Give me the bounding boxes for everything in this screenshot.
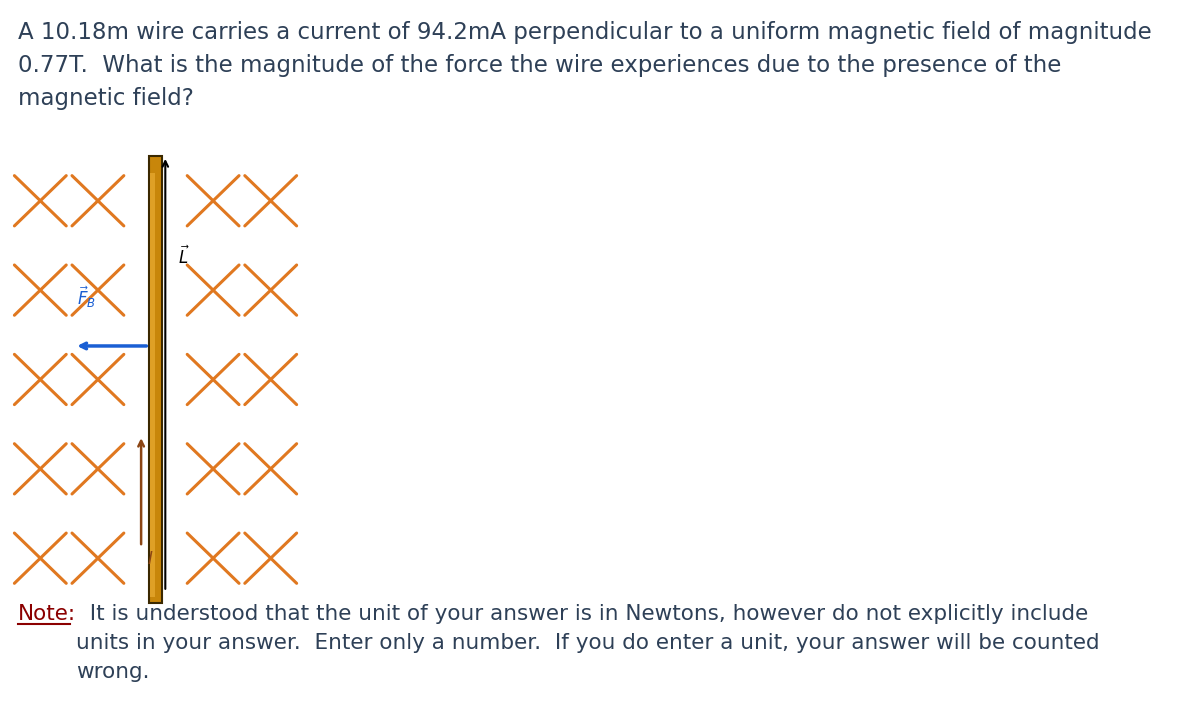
Bar: [149, 156, 162, 603]
Text: It is understood that the unit of your answer is in Newtons, however do not expl: It is understood that the unit of your a…: [76, 604, 1099, 682]
Text: $\vec{L}$: $\vec{L}$: [178, 246, 190, 268]
Text: Note:: Note:: [18, 604, 76, 624]
Bar: [150, 173, 155, 597]
Text: $\vec{F}_{B}$: $\vec{F}_{B}$: [77, 284, 96, 309]
Text: $I$: $I$: [146, 550, 154, 568]
Text: A 10.18m wire carries a current of 94.2mA perpendicular to a uniform magnetic fi: A 10.18m wire carries a current of 94.2m…: [18, 21, 1152, 110]
